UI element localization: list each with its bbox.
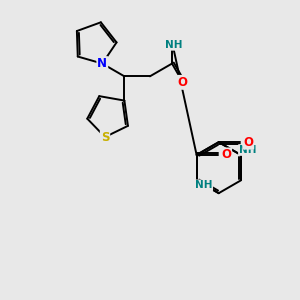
Text: O: O xyxy=(243,136,253,148)
Text: O: O xyxy=(178,76,188,89)
Text: NH: NH xyxy=(165,40,183,50)
Text: NH: NH xyxy=(195,180,212,190)
Text: N: N xyxy=(97,57,107,70)
Text: O: O xyxy=(221,148,231,161)
Text: S: S xyxy=(101,130,109,143)
Text: NH: NH xyxy=(239,145,256,155)
